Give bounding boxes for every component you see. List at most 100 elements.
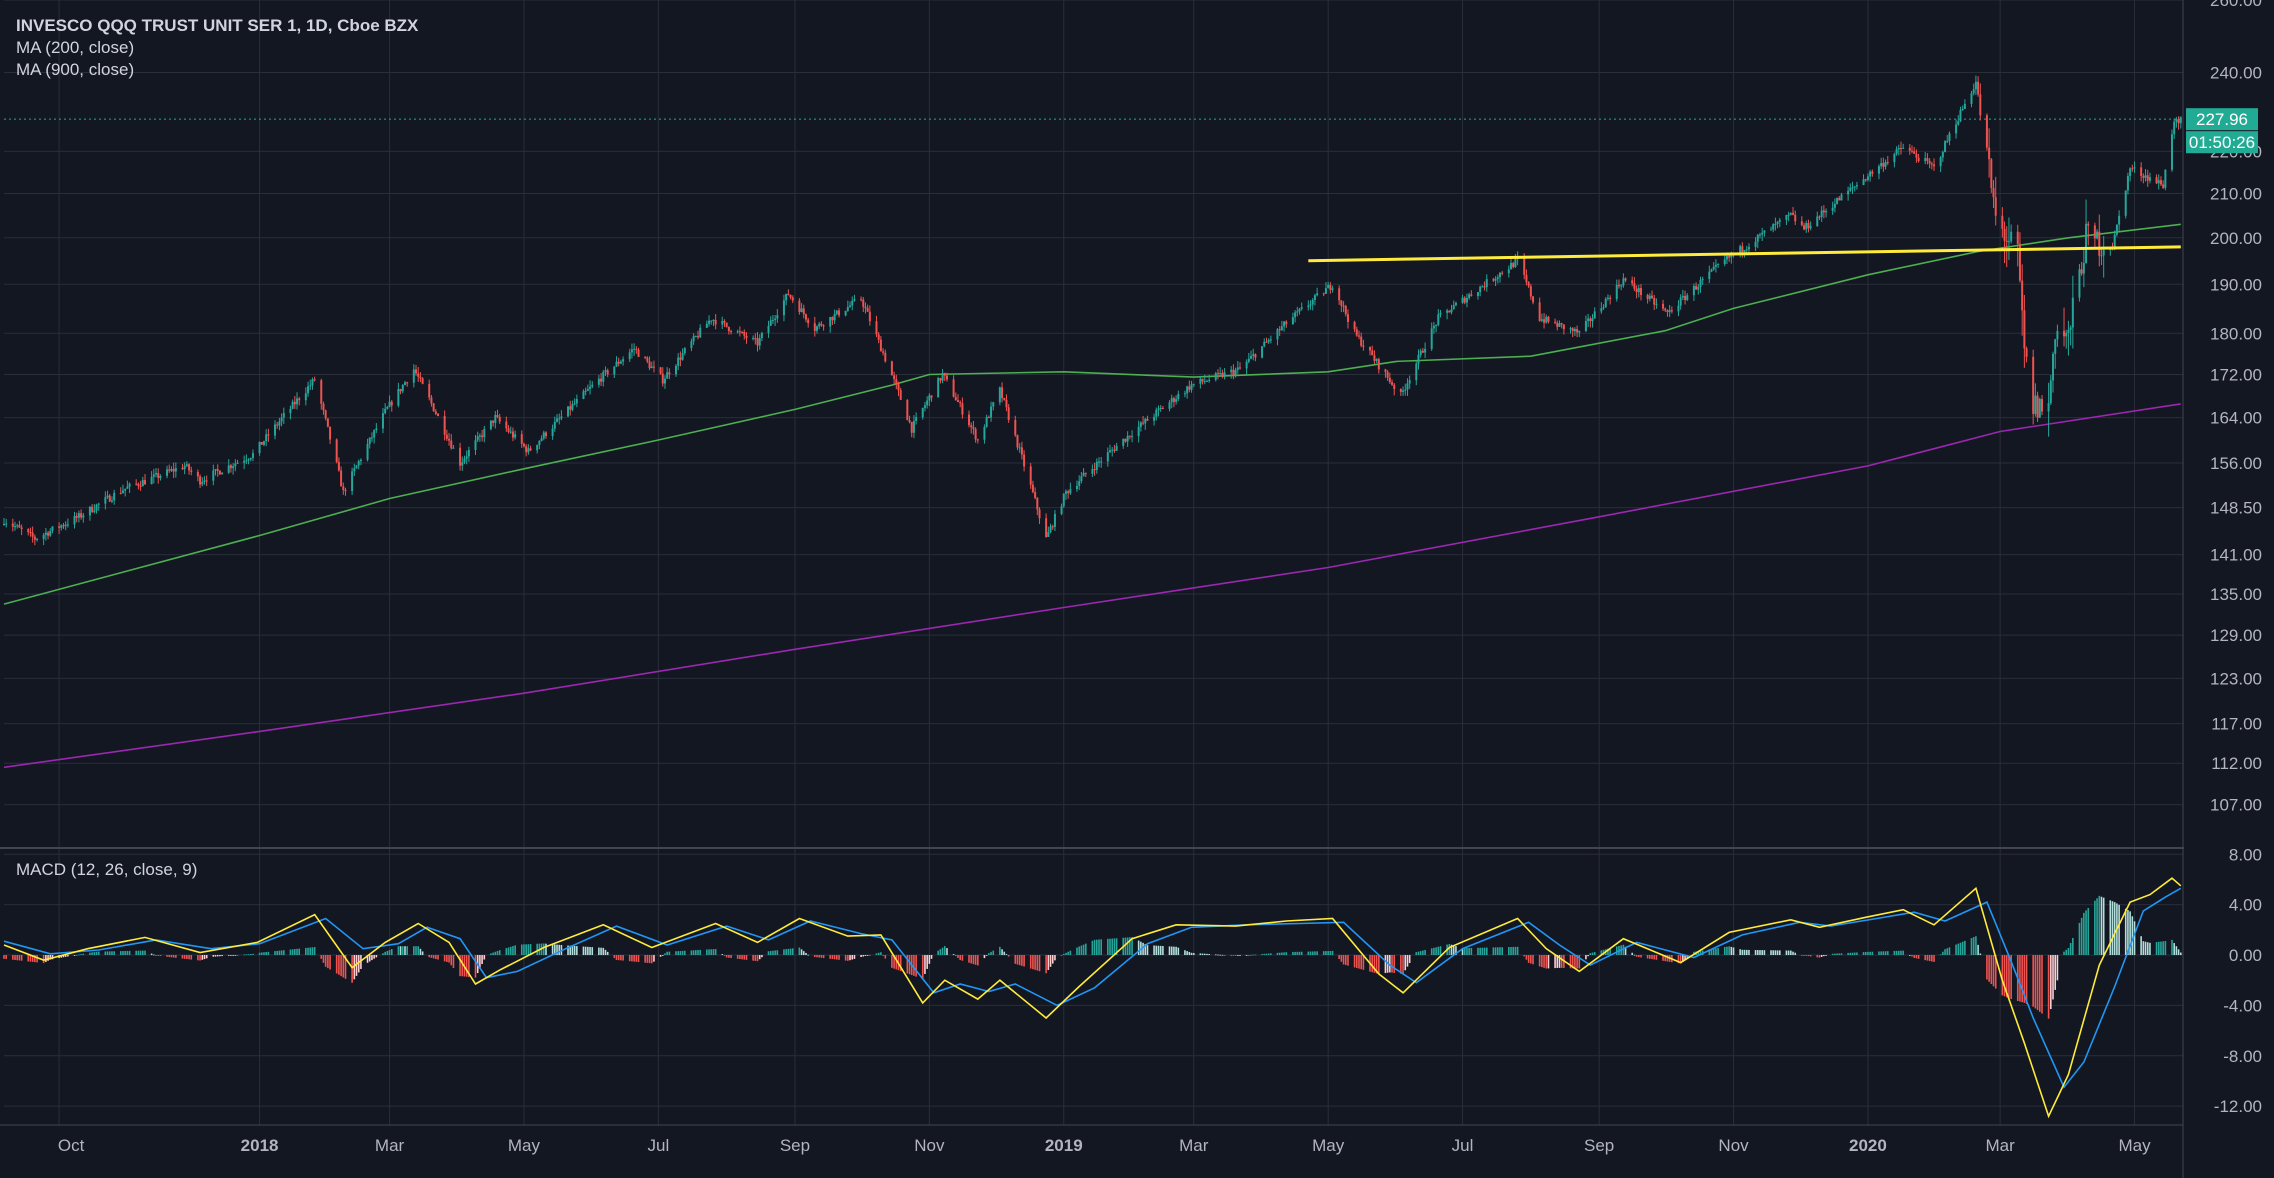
macd-histogram-bar: [142, 950, 144, 956]
candle-body: [1082, 472, 1085, 477]
macd-histogram-bar: [190, 955, 193, 960]
macd-histogram-bar: [1373, 955, 1376, 973]
candle-body: [1915, 153, 1918, 158]
macd-histogram-bar: [2087, 907, 2090, 956]
candle-body: [921, 408, 924, 418]
candle-body: [1743, 250, 1746, 252]
candle-body: [1681, 296, 1684, 298]
macd-histogram-bar: [893, 955, 895, 969]
macd-histogram-bar: [1585, 955, 1587, 960]
macd-histogram-bar: [1237, 955, 1239, 956]
candle-body: [1862, 179, 1865, 186]
macd-histogram-bar: [2155, 942, 2158, 956]
macd-line: [3, 877, 2182, 1119]
price-tick-label: 129.00: [2210, 626, 2262, 645]
candle-body: [677, 357, 680, 366]
candle-body: [1278, 329, 1281, 331]
candle-body: [1075, 485, 1078, 490]
candle-body: [987, 417, 990, 419]
macd-histogram-bar: [946, 948, 948, 956]
candle-body: [1172, 398, 1175, 402]
candle-body: [1153, 416, 1156, 421]
candle-body: [1391, 382, 1394, 385]
candle-body: [1170, 398, 1173, 403]
candle-body: [1589, 318, 1592, 322]
macd-histogram-bar: [2173, 943, 2175, 956]
macd-histogram-bar: [1794, 952, 1797, 956]
macd-histogram-bar: [1990, 955, 1993, 985]
candle-body: [2144, 175, 2147, 178]
macd-histogram-bar: [1173, 946, 1175, 956]
macd-histogram-bar: [961, 955, 964, 961]
time-tick-label: Sep: [1584, 1136, 1614, 1155]
macd-histogram-bar: [245, 954, 248, 956]
candle-body: [1496, 277, 1499, 279]
macd-histogram-bar: [397, 946, 400, 956]
time-tick-label: Nov: [914, 1136, 945, 1155]
macd-histogram-bar: [324, 955, 327, 967]
candle-body: [172, 469, 175, 472]
macd-histogram-bar: [990, 951, 992, 956]
candle-body: [1067, 491, 1070, 494]
macd-histogram-bar: [353, 955, 356, 980]
macd-histogram-bar: [1886, 951, 1889, 956]
macd-tick-label: 8.00: [2229, 845, 2262, 864]
macd-histogram-bar: [322, 955, 325, 963]
macd-histogram-bar: [2157, 941, 2160, 956]
macd-histogram-bar: [899, 955, 902, 972]
candle-body: [88, 506, 91, 516]
candle-body: [1384, 369, 1387, 372]
macd-histogram-bar: [573, 945, 576, 956]
candle-body: [304, 393, 307, 401]
candle-body: [289, 408, 292, 414]
candle-body: [14, 526, 17, 528]
macd-histogram-bar: [666, 951, 668, 956]
candle-body: [33, 536, 36, 540]
candle-body: [1913, 151, 1916, 154]
candle-body: [912, 420, 915, 433]
macd-histogram-bar: [1311, 951, 1314, 956]
macd-histogram-bar: [1576, 955, 1578, 969]
macd-histogram-bar: [743, 955, 746, 960]
macd-histogram-bar: [1100, 939, 1103, 956]
macd-histogram-bar: [139, 950, 142, 956]
candle-body: [743, 331, 746, 336]
candle-body: [1254, 354, 1257, 358]
macd-histogram-bar: [571, 945, 574, 956]
macd-histogram-bar: [668, 951, 671, 956]
candle-body: [1417, 354, 1420, 364]
candle-body: [1787, 214, 1790, 216]
macd-histogram-bar: [813, 955, 816, 958]
price-tick-label: 107.00: [2210, 796, 2262, 815]
candle-body: [511, 431, 514, 438]
macd-histogram-bar: [2078, 922, 2081, 956]
candle-body: [2001, 215, 2004, 229]
candle-body: [1789, 212, 1792, 215]
macd-histogram-bar: [360, 955, 362, 969]
candle-body: [126, 486, 129, 489]
candle-body: [862, 299, 865, 307]
macd-histogram-bar: [14, 955, 16, 960]
macd-histogram-bar: [89, 952, 91, 956]
candle-body: [1205, 380, 1208, 382]
macd-histogram-bar: [1977, 944, 1979, 956]
macd-histogram-bar: [723, 955, 726, 956]
macd-histogram-bar: [745, 955, 748, 960]
macd-histogram-bar: [1635, 955, 1638, 957]
candle-body: [514, 434, 517, 438]
candle-body: [322, 403, 325, 411]
candle-body: [1371, 350, 1374, 356]
macd-histogram-bar: [1155, 945, 1158, 956]
candle-body: [945, 375, 948, 380]
macd-histogram-bar: [479, 955, 481, 969]
candle-body: [1556, 322, 1559, 327]
candle-body: [1245, 361, 1248, 369]
macd-histogram-bar: [635, 955, 638, 962]
candle-body: [1018, 447, 1021, 449]
macd-histogram-bar: [2025, 955, 2028, 1004]
candle-body: [536, 444, 539, 451]
candle-body: [359, 459, 362, 462]
candle-body: [1908, 147, 1911, 151]
candle-body: [1701, 279, 1704, 281]
